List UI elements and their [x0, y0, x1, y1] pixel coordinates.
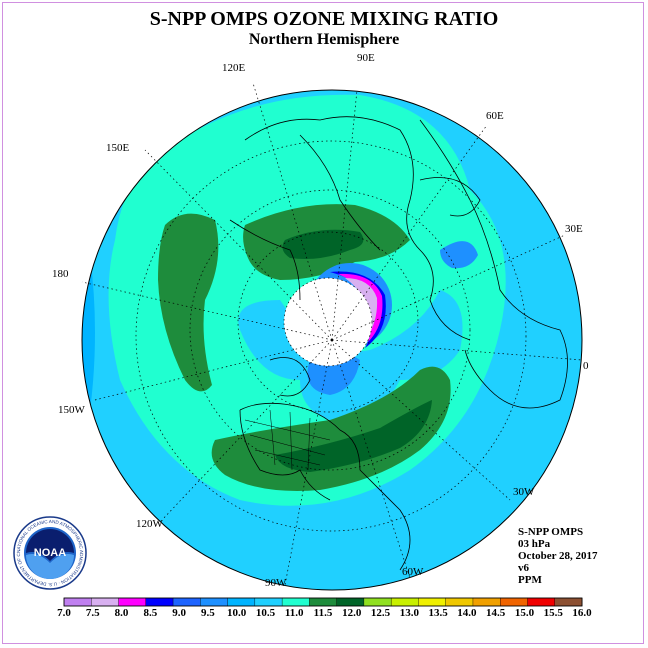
- lon-label-90w: 90W: [265, 577, 287, 589]
- colorbar-tick-label: 9.0: [172, 607, 186, 619]
- colorbar-tick-label: 11.5: [313, 607, 333, 619]
- noaa-logo: NOAA NATIONAL OCEANIC AND ATMOSPHERIC AD…: [12, 515, 87, 590]
- colorbar-tick-label: 7.0: [57, 607, 71, 619]
- field-11_5-west: [158, 213, 219, 392]
- colorbar-tick-label: 14.5: [486, 607, 506, 619]
- lon-label-0: 0: [583, 360, 589, 372]
- lon-label-120w: 120W: [136, 518, 163, 530]
- info-instrument: S-NPP OMPS: [518, 526, 584, 538]
- lon-label-60e: 60E: [486, 110, 504, 122]
- colorbar-tick-label: 15.0: [514, 607, 535, 619]
- colorbar-tick-label: 8.5: [143, 607, 158, 619]
- colorbar-tick-label: 11.0: [284, 607, 304, 619]
- coastlines: [229, 116, 568, 571]
- colorbar-tick-label: 13.0: [399, 607, 419, 619]
- colorbar-tick-label: 8.0: [114, 607, 129, 619]
- lon-label-60w: 60W: [402, 566, 424, 578]
- graticule: [81, 82, 583, 586]
- colorbar-tick-label: 12.0: [342, 607, 362, 619]
- colorbar-tick-label: 12.5: [370, 607, 391, 619]
- colorbar-tick-label: 14.0: [457, 607, 477, 619]
- logo-text: NOAA: [34, 547, 66, 559]
- colorbar-tick-label: 13.5: [428, 607, 448, 619]
- hemisphere-boundary: [81, 89, 583, 591]
- colorbar-tick-label: 9.5: [201, 607, 215, 619]
- lon-label-180: 180: [52, 268, 69, 280]
- polar-night-no-data: [284, 278, 372, 366]
- lon-label-150e: 150E: [106, 142, 130, 154]
- lon-label-120e: 120E: [222, 62, 246, 74]
- info-units: PPM: [518, 574, 542, 586]
- field-11_5-south: [211, 366, 451, 491]
- product-info: S-NPP OMPS 03 hPa October 28, 2017 v6 PP…: [518, 526, 598, 586]
- map-subtitle: Northern Hemisphere: [248, 31, 400, 48]
- map-title: S-NPP OMPS OZONE MIXING RATIO: [149, 8, 499, 30]
- lon-label-30w: 30W: [513, 486, 535, 498]
- colorbar-tick-label: 7.5: [85, 607, 100, 619]
- colorbar-tick-label: 10.0: [227, 607, 247, 619]
- lon-label-90e: 90E: [357, 52, 375, 64]
- info-level: 03 hPa: [518, 538, 551, 550]
- info-version: v6: [518, 562, 529, 574]
- colorbar-tick-label: 15.5: [543, 607, 563, 619]
- lon-label-30e: 30E: [565, 223, 583, 235]
- info-date: October 28, 2017: [518, 550, 598, 562]
- colorbar-tick-label: 16.0: [572, 607, 592, 619]
- colorbar-tick-label: 10.5: [255, 607, 276, 619]
- lon-label-150w: 150W: [58, 404, 85, 416]
